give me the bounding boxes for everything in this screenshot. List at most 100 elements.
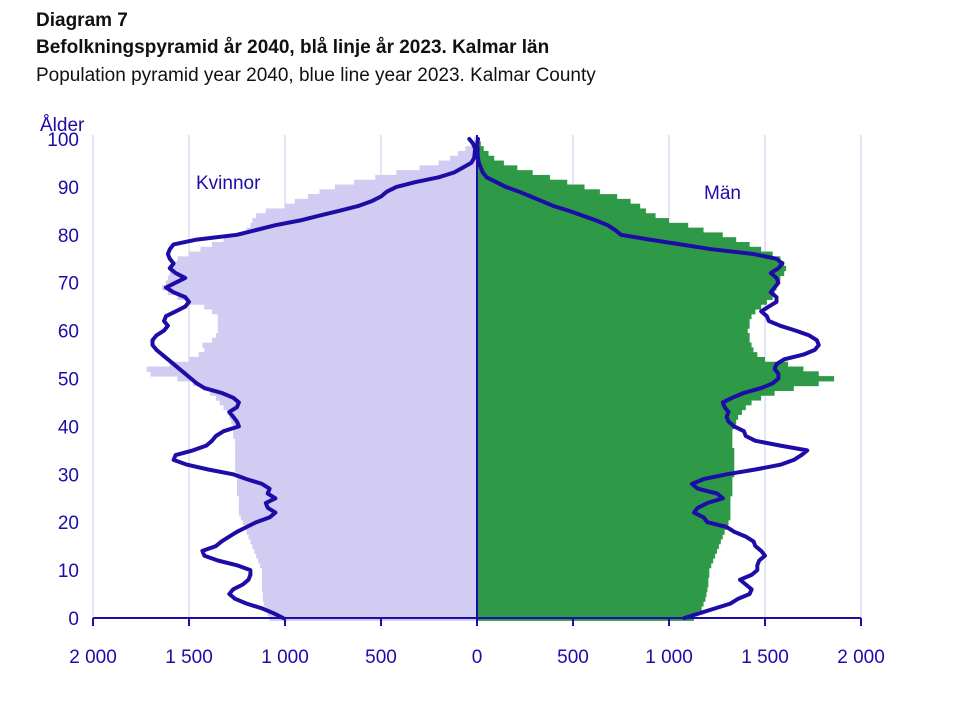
y-tick-label-1: 10: [58, 561, 79, 582]
x-tick-label-8: 2 000: [837, 647, 885, 668]
bar-men-age-13: [477, 553, 716, 559]
bar-men-age-29: [477, 476, 733, 482]
bar-women-age-1: [267, 610, 477, 617]
bar-women-age-65: [204, 304, 478, 310]
bar-women-age-11: [260, 562, 477, 569]
bar-women-age-2: [265, 606, 477, 612]
bar-men-age-46: [477, 395, 762, 401]
bar-men-age-83: [477, 218, 669, 224]
bar-men-age-42: [477, 414, 739, 420]
axes: [92, 135, 862, 626]
bar-women-age-64: [212, 309, 478, 315]
bar-women-age-96: [450, 155, 477, 162]
bar-women-age-31: [235, 467, 477, 473]
bar-women-age-55: [198, 352, 477, 358]
bar-women-age-83: [252, 218, 477, 224]
bar-women-age-17: [248, 534, 477, 540]
bar-men-age-54: [477, 356, 765, 363]
bar-men-age-33: [477, 457, 735, 463]
bar-men-age-2: [477, 606, 702, 612]
bar-women-age-63: [217, 313, 478, 320]
bar-men-age-67: [477, 294, 773, 300]
bar-men-age-94: [477, 165, 518, 171]
x-tick-label-0: 2 000: [69, 647, 117, 668]
bar-men-age-55: [477, 352, 758, 358]
bar-men-age-56: [477, 347, 754, 353]
y-tick-label-9: 90: [58, 178, 79, 199]
bar-men-age-53: [477, 361, 789, 368]
bar-women-age-78: [212, 241, 478, 248]
y-tick-label-4: 40: [58, 417, 79, 438]
y-tick-label-2: 20: [58, 513, 79, 534]
bar-men-age-60: [477, 328, 748, 334]
bar-women-age-67: [177, 294, 478, 300]
bar-men-age-22: [477, 510, 731, 516]
bar-women-age-32: [235, 462, 477, 468]
y-tick-label-6: 60: [58, 322, 79, 343]
series-label-men: Män: [704, 183, 741, 204]
bar-men-age-95: [477, 160, 504, 166]
bar-women-age-66: [189, 299, 477, 305]
bar-men-age-84: [477, 213, 656, 219]
lines-2023: [150, 137, 821, 620]
bar-men-age-77: [477, 246, 762, 253]
bar-men-age-30: [477, 471, 735, 478]
bar-men-age-15: [477, 543, 719, 550]
chart-subtitle: Population pyramid year 2040, blue line …: [36, 65, 596, 86]
x-tick-label-3: 500: [365, 647, 397, 668]
bar-men-age-39: [477, 428, 733, 435]
bar-men-age-41: [477, 419, 737, 425]
bar-men-age-17: [477, 534, 723, 540]
bar-women-age-92: [375, 174, 477, 181]
bar-women-age-57: [202, 342, 477, 348]
bar-women-age-6: [261, 586, 477, 593]
bar-women-age-89: [319, 189, 477, 195]
bar-men-age-48: [477, 385, 794, 391]
bar-men-age-73: [477, 265, 787, 272]
bar-women-age-71: [167, 275, 477, 281]
bar-women-age-46: [215, 395, 477, 401]
y-tick-label-7: 70: [58, 274, 79, 295]
bar-women-age-41: [231, 419, 477, 425]
bar-men-age-75: [477, 256, 781, 262]
x-tick-label-7: 1 500: [741, 647, 789, 668]
bar-men-age-45: [477, 400, 752, 406]
bar-women-age-53: [169, 361, 478, 368]
bar-women-age-30: [237, 471, 477, 478]
bar-men-age-72: [477, 270, 785, 277]
bar-women-age-80: [237, 232, 477, 238]
bar-men-age-78: [477, 241, 750, 248]
bar-women-age-36: [235, 443, 477, 449]
bar-women-age-44: [223, 404, 477, 411]
bars-women-2040: [146, 136, 478, 621]
bar-women-age-70: [165, 280, 477, 286]
bar-women-age-47: [210, 390, 477, 396]
bar-men-age-74: [477, 261, 785, 267]
bar-women-age-33: [235, 457, 477, 463]
bar-women-age-60: [217, 328, 478, 334]
bar-men-age-93: [477, 170, 533, 176]
bar-men-age-20: [477, 519, 729, 526]
bar-men-age-4: [477, 596, 706, 602]
bar-women-age-23: [238, 505, 477, 511]
bar-men-age-40: [477, 424, 735, 430]
bar-men-age-47: [477, 390, 775, 396]
bar-men-age-26: [477, 491, 733, 497]
bar-men-age-24: [477, 500, 731, 506]
bar-men-age-66: [477, 299, 767, 305]
bar-women-age-19: [244, 524, 477, 530]
bar-women-age-69: [162, 285, 477, 291]
bar-men-age-35: [477, 447, 735, 454]
bar-men-age-92: [477, 174, 550, 181]
bar-women-age-8: [261, 577, 477, 583]
bar-men-age-38: [477, 433, 733, 439]
bar-women-age-16: [250, 538, 477, 545]
bar-women-age-68: [167, 289, 477, 296]
bar-women-age-77: [200, 246, 477, 253]
bar-women-age-35: [235, 447, 477, 454]
bar-men-age-80: [477, 232, 723, 238]
bar-women-age-20: [242, 519, 477, 526]
bar-men-age-57: [477, 342, 752, 348]
chart-title: Befolkningspyramid år 2040, blå linje år…: [36, 37, 550, 58]
bar-men-age-64: [477, 309, 756, 315]
